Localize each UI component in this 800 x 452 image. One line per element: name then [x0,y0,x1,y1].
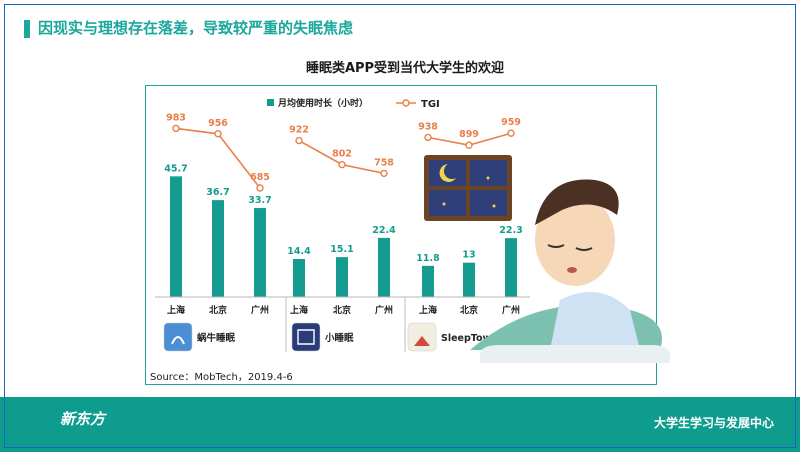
star-icon-3 [492,204,496,208]
city-label-0-1: 北京 [209,304,227,316]
tgi-point-2-1 [465,141,473,149]
footer-org: 大学生学习与发展中心 [653,416,774,430]
bar-label-0-0: 45.7 [164,163,187,174]
city-label-1-1: 北京 [333,304,351,316]
legend-bar-label: 月均使用时长（小时） [277,97,368,109]
tgi-label-1-2: 758 [374,157,394,168]
tgi-point-0-1 [214,130,222,138]
pajama-icon [550,292,640,350]
tgi-point-1-1 [338,160,346,169]
tgi-point-0-0 [172,124,180,133]
app-name-2: SleepTown [441,333,498,344]
bar-label-2-2: 22.3 [499,225,522,236]
source-note: Source：MobTech，2019.4-6 [150,372,293,383]
tgi-label-0-1: 956 [208,118,228,129]
legend-bar-swatch [267,99,274,106]
app-name-1: 小睡眠 [324,332,354,344]
city-label-0-2: 广州 [251,304,269,316]
bar-label-0-2: 33.7 [248,195,271,206]
city-label-2-0: 上海 [419,304,437,316]
city-label-2-2: 广州 [502,304,520,316]
tgi-label-1-1: 802 [332,149,352,160]
city-label-1-2: 广州 [375,304,393,316]
closed-eye-icon-left [547,244,565,248]
tgi-point-2-2 [507,129,515,137]
title-accent-bar [24,20,30,38]
bar-0-1 [212,200,224,297]
bar-2-0 [422,265,434,297]
bar-1-0 [293,258,305,297]
sleep-glyph-icon [297,329,315,345]
bar-0-0 [170,176,182,297]
moon-icon [439,164,456,182]
tgi-label-1-0: 922 [289,125,309,136]
bar-1-2 [378,237,390,297]
city-label-2-1: 北京 [460,304,478,316]
bar-label-1-2: 22.4 [372,225,396,236]
chart-title: 睡眠类APP受到当代大学生的欢迎 [305,61,505,76]
page-title: 因现实与理想存在落差，导致较严重的失眠焦虑 [38,19,354,37]
bar-label-2-1: 13 [462,250,475,261]
window-pane-1 [429,160,466,186]
bar-label-0-1: 36.7 [206,187,229,198]
window-pane-2 [470,160,507,186]
star-icon-1 [486,176,490,180]
hair-icon [535,179,619,225]
tgi-label-2-2: 959 [501,117,521,128]
tgi-label-0-2: 685 [250,172,270,183]
window-pane-3 [429,190,466,216]
bar-label-1-1: 15.1 [330,244,353,255]
app-icon-xiaoshuimian [291,322,321,352]
face-icon [535,194,615,286]
tgi-label-0-0: 983 [166,112,186,123]
city-label-1-0: 上海 [290,304,308,316]
tgi-point-2-0 [424,133,432,142]
snail-glyph-icon [171,336,185,345]
pillow-icon [480,345,670,363]
brand-logo: 新东方 [60,410,106,428]
house-glyph-icon [414,336,430,346]
window-pane-4 [470,190,507,216]
mouth-icon [567,267,577,273]
closed-eye-icon-right [575,247,593,251]
tgi-point-1-2 [380,169,388,178]
tgi-point-1-0 [295,136,303,145]
city-label-0-0: 上海 [167,304,185,316]
legend-line-marker [402,99,410,107]
tgi-point-0-2 [256,184,264,192]
tgi-label-2-1: 899 [459,129,479,140]
legend-line-label: TGI [421,99,440,110]
bar-2-1 [463,262,475,297]
star-icon-2 [442,202,446,206]
bar-label-1-0: 14.4 [287,246,311,257]
bar-1-1 [336,257,348,297]
footer-bar [0,397,800,452]
app-name-0: 蜗牛睡眠 [197,332,236,344]
bar-label-2-0: 11.8 [416,253,440,264]
bar-2-2 [505,238,517,297]
bar-0-2 [254,208,266,297]
tgi-label-2-0: 938 [418,121,438,132]
